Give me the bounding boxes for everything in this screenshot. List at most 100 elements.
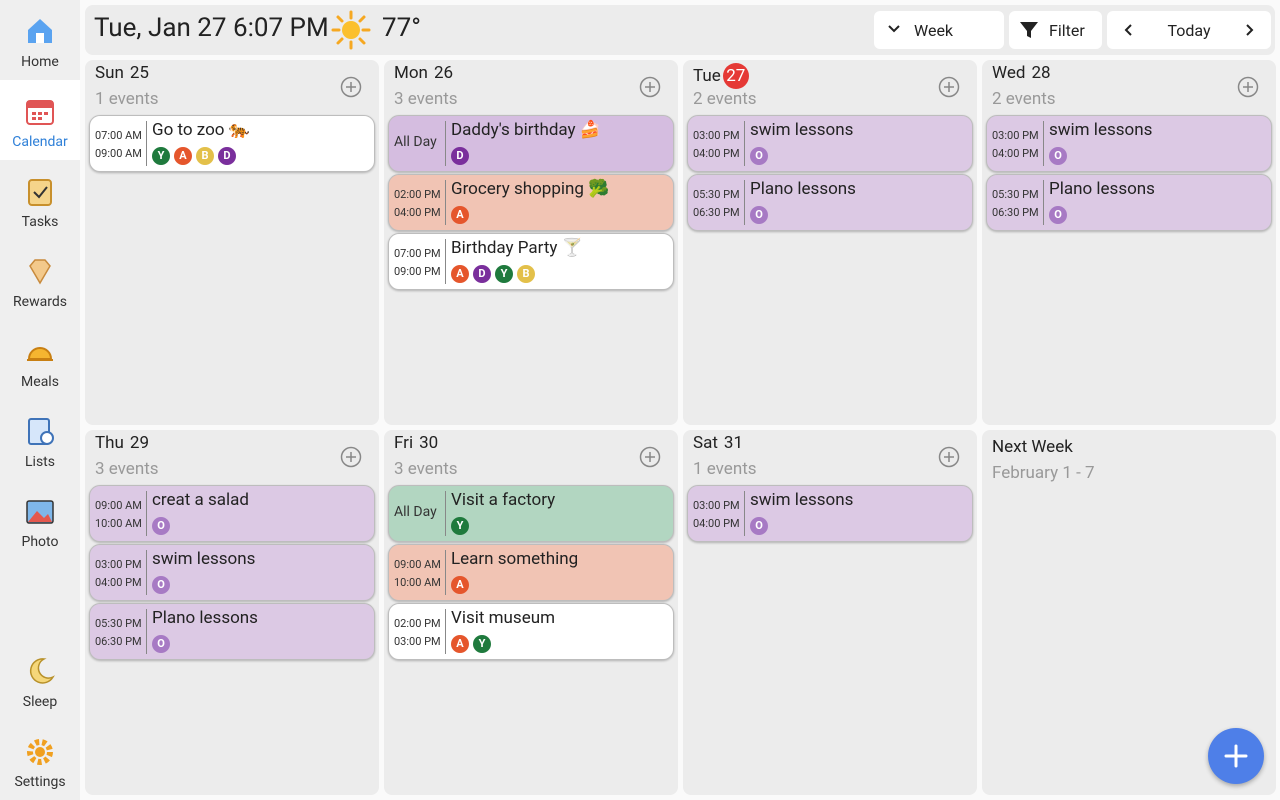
member-badge: O bbox=[1049, 147, 1067, 165]
divider bbox=[744, 180, 745, 225]
today-button[interactable]: Today bbox=[1167, 20, 1211, 40]
event-members: A bbox=[451, 576, 469, 594]
next-week-cell[interactable]: Next Week February 1 - 7 bbox=[982, 430, 1276, 795]
member-badge: B bbox=[517, 265, 535, 283]
divider bbox=[146, 609, 147, 654]
event-card[interactable]: 03:00 PM 04:00 PM swim lessons O bbox=[687, 115, 973, 172]
event-start: 07:00 PM bbox=[394, 247, 441, 260]
add-to-day[interactable] bbox=[938, 446, 960, 472]
day-date: 30 bbox=[419, 433, 439, 453]
day-header: Mon 26 bbox=[394, 63, 453, 83]
divider bbox=[744, 491, 745, 536]
nav-item[interactable]: Tasks bbox=[0, 160, 80, 240]
event-card[interactable]: 09:00 AM 10:00 AM Learn something A bbox=[388, 544, 674, 601]
divider bbox=[445, 609, 446, 654]
day-name: Sat bbox=[693, 433, 718, 453]
event-card[interactable]: 03:00 PM 04:00 PM swim lessons O bbox=[687, 485, 973, 542]
event-start: 03:00 PM bbox=[693, 499, 740, 512]
day-header: Fri 30 bbox=[394, 433, 438, 453]
event-card[interactable]: 05:30 PM 06:30 PM Plano lessons O bbox=[89, 603, 375, 660]
event-end: 04:00 PM bbox=[394, 206, 441, 219]
nav-item[interactable]: Photo bbox=[0, 480, 80, 560]
event-title: Go to zoo 🐅 bbox=[152, 120, 250, 140]
day-cell: Mon 26 3 events All Day Daddy's birthday 🍰 D 0… bbox=[384, 60, 678, 425]
nav-item[interactable]: Sleep bbox=[0, 640, 80, 720]
member-badge: D bbox=[451, 147, 469, 165]
add-to-day[interactable] bbox=[639, 76, 661, 102]
divider bbox=[146, 121, 147, 166]
nav-item[interactable]: Meals bbox=[0, 320, 80, 400]
nav-item[interactable]: Lists bbox=[0, 400, 80, 480]
add-to-day[interactable] bbox=[1237, 76, 1259, 102]
add-event-button[interactable] bbox=[1208, 728, 1264, 784]
event-time: 03:00 PM 04:00 PM bbox=[95, 556, 142, 592]
day-cell: Thu 29 3 events 09:00 AM 10:00 AM creat a sal… bbox=[85, 430, 379, 795]
event-start: All Day bbox=[394, 504, 437, 520]
event-card[interactable]: All Day Visit a factory Y bbox=[388, 485, 674, 542]
event-members: O bbox=[152, 635, 170, 653]
add-to-day[interactable] bbox=[340, 446, 362, 472]
event-members: O bbox=[152, 576, 170, 594]
chevron-down bbox=[888, 25, 900, 33]
add-to-day[interactable] bbox=[340, 76, 362, 102]
event-time: 05:30 PM 06:30 PM bbox=[95, 615, 142, 651]
event-title: Daddy's birthday 🍰 bbox=[451, 120, 601, 140]
event-title: Plano lessons bbox=[750, 179, 856, 199]
event-card[interactable]: 09:00 AM 10:00 AM creat a salad O bbox=[89, 485, 375, 542]
prev-button[interactable] bbox=[1117, 20, 1141, 40]
filter-label: Filter bbox=[1049, 20, 1085, 40]
nav-label: Settings bbox=[14, 774, 66, 790]
next-button[interactable] bbox=[1237, 20, 1261, 40]
event-title: swim lessons bbox=[750, 120, 854, 140]
filter-button[interactable]: Filter bbox=[1009, 11, 1102, 49]
plus-icon bbox=[1224, 744, 1248, 768]
nav-icon bbox=[26, 100, 54, 125]
event-card[interactable]: 07:00 PM 09:00 PM Birthday Party 🍸 A D Y B bbox=[388, 233, 674, 290]
nav-icon bbox=[28, 418, 54, 445]
event-title: Visit museum bbox=[451, 608, 555, 628]
event-count: 2 events bbox=[992, 89, 1056, 109]
event-title: Grocery shopping 🥦 bbox=[451, 179, 610, 199]
day-cell: Tue 27 2 events 03:00 PM 04:00 PM swim lesson… bbox=[683, 60, 977, 425]
member-badge: Y bbox=[495, 265, 513, 283]
event-members: O bbox=[152, 517, 170, 535]
event-card[interactable]: 03:00 PM 04:00 PM swim lessons O bbox=[986, 115, 1272, 172]
event-end: 04:00 PM bbox=[95, 576, 142, 589]
nav-item[interactable]: Calendar bbox=[0, 80, 80, 160]
event-members: A bbox=[451, 206, 469, 224]
event-title: swim lessons bbox=[152, 549, 256, 569]
event-card[interactable]: 05:30 PM 06:30 PM Plano lessons O bbox=[986, 174, 1272, 231]
add-to-day[interactable] bbox=[639, 446, 661, 472]
event-card[interactable]: All Day Daddy's birthday 🍰 D bbox=[388, 115, 674, 172]
event-card[interactable]: 03:00 PM 04:00 PM swim lessons O bbox=[89, 544, 375, 601]
nav-icon bbox=[28, 179, 52, 206]
nav-item[interactable]: Home bbox=[0, 0, 80, 80]
day-cell: Fri 30 3 events All Day Visit a factory Y 09:0… bbox=[384, 430, 678, 795]
nav-item[interactable]: Rewards bbox=[0, 240, 80, 320]
event-card[interactable]: 07:00 AM 09:00 AM Go to zoo 🐅 Y A B D bbox=[89, 115, 375, 172]
event-time: 03:00 PM 04:00 PM bbox=[693, 127, 740, 163]
header: Tue, Jan 27 6:07 PM 77° Week Filter Toda… bbox=[85, 5, 1275, 55]
event-start: 03:00 PM bbox=[992, 129, 1039, 142]
nav-label: Calendar bbox=[12, 134, 68, 150]
member-badge: Y bbox=[451, 517, 469, 535]
event-count: 3 events bbox=[394, 89, 458, 109]
event-card[interactable]: 02:00 PM 03:00 PM Visit museum A Y bbox=[388, 603, 674, 660]
event-card[interactable]: 02:00 PM 04:00 PM Grocery shopping 🥦 A bbox=[388, 174, 674, 231]
event-time: 07:00 PM 09:00 PM bbox=[394, 245, 441, 281]
divider bbox=[744, 121, 745, 166]
event-time: All Day bbox=[394, 133, 437, 151]
event-time: 02:00 PM 03:00 PM bbox=[394, 615, 441, 651]
event-start: 03:00 PM bbox=[95, 558, 142, 571]
divider bbox=[445, 121, 446, 166]
add-to-day[interactable] bbox=[938, 76, 960, 102]
event-members: O bbox=[750, 517, 768, 535]
datetime: Tue, Jan 27 6:07 PM bbox=[94, 13, 329, 43]
event-start: 05:30 PM bbox=[992, 188, 1039, 201]
nav-icon bbox=[29, 658, 55, 684]
sidebar: Home Calendar Tasks Rewards Meals Lists Photo S… bbox=[0, 0, 80, 800]
event-time: All Day bbox=[394, 503, 437, 521]
event-card[interactable]: 05:30 PM 06:30 PM Plano lessons O bbox=[687, 174, 973, 231]
view-dropdown[interactable]: Week bbox=[874, 11, 1004, 49]
nav-item[interactable]: Settings bbox=[0, 720, 80, 800]
